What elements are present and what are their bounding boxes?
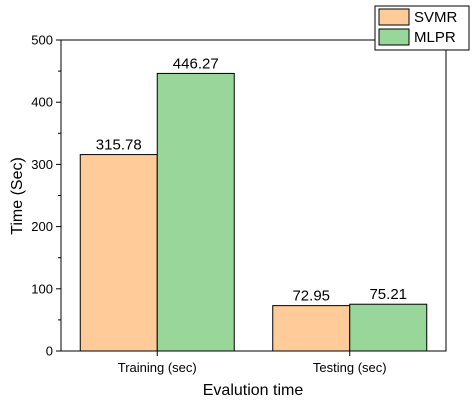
y-tick-label-1: 100	[31, 281, 53, 296]
legend-label-mlpr: MLPR	[414, 29, 456, 46]
y-tick-label-3: 300	[31, 157, 53, 172]
bar-svmr-0	[79, 154, 158, 352]
legend: SVMR MLPR	[374, 5, 470, 51]
bar-mlpr-1	[349, 303, 428, 352]
x-tick-label-0: Training (sec)	[118, 360, 197, 375]
y-tick-label-4: 400	[31, 95, 53, 110]
data-label-mlpr-1: 75.21	[369, 286, 407, 303]
y-tick-label-5: 500	[31, 33, 53, 48]
data-labels-layer: 315.78 446.27 72.95 75.21	[96, 55, 407, 304]
bar-svmr-1	[272, 305, 351, 352]
bars-layer	[79, 72, 428, 352]
y-tick-label-0: 0	[46, 344, 53, 359]
data-label-svmr-0: 315.78	[96, 137, 142, 154]
bar-mlpr-0	[156, 72, 235, 352]
legend-swatch-mlpr	[378, 28, 410, 46]
y-axis-title: Time (Sec)	[9, 157, 26, 235]
x-tick-label-1: Testing (sec)	[313, 360, 387, 375]
y-tick-label-2: 200	[31, 219, 53, 234]
axes-layer: Training (sec) Testing (sec) 0 100 200 300 400…	[31, 33, 447, 375]
legend-swatch-svmr	[378, 8, 410, 26]
data-label-mlpr-0: 446.27	[173, 55, 219, 72]
x-axis-title: Evalution time	[203, 382, 304, 399]
data-label-svmr-1: 72.95	[292, 288, 330, 305]
legend-label-svmr: SVMR	[414, 9, 458, 26]
